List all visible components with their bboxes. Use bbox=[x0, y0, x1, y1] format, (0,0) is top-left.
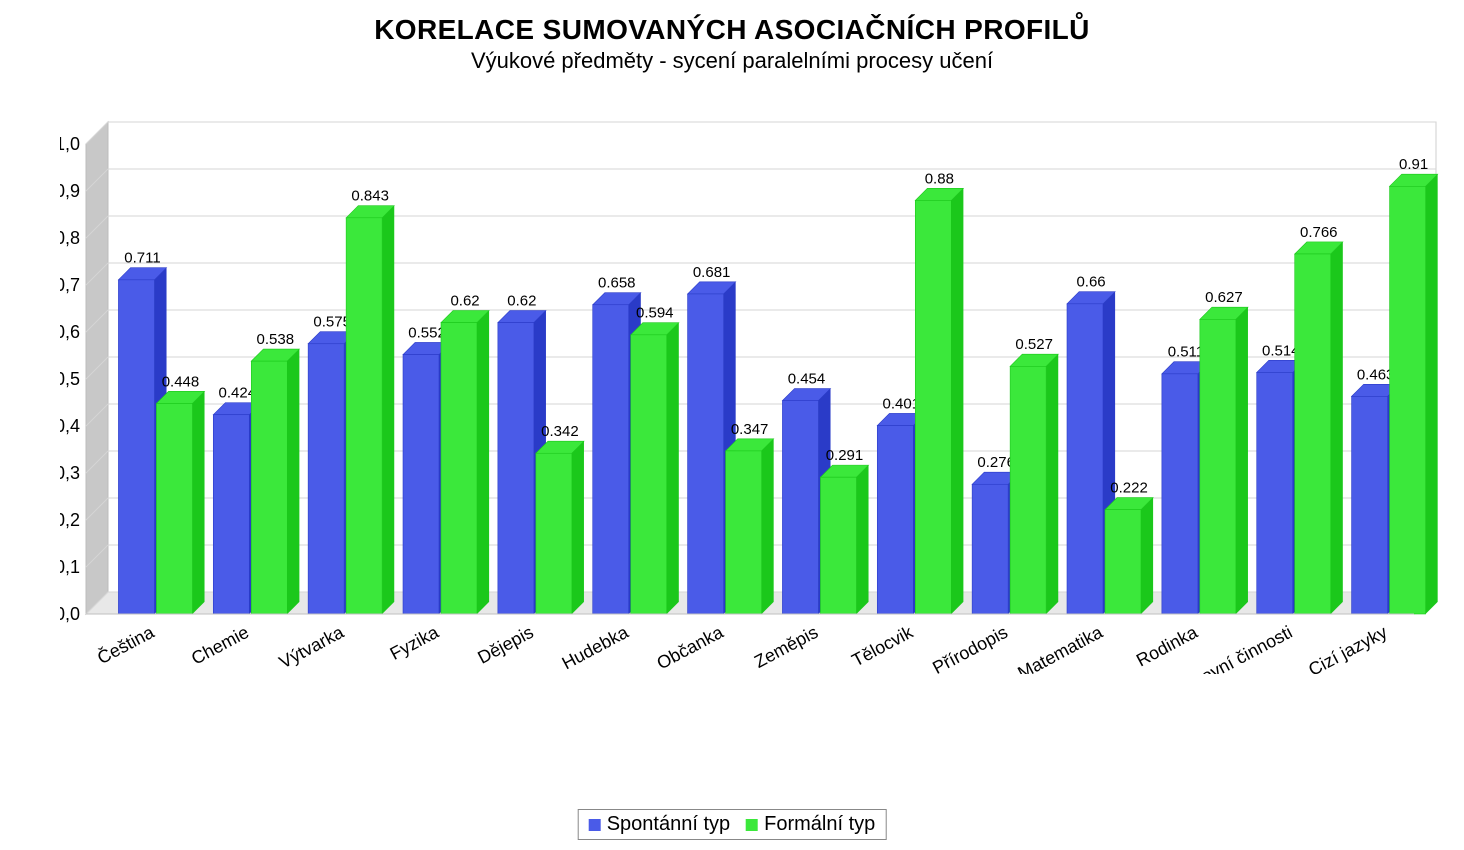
x-tick-label: Chemie bbox=[188, 622, 252, 669]
bar-value-label: 0.291 bbox=[826, 447, 864, 464]
x-tick-label: Občanka bbox=[653, 621, 727, 673]
bar-value-label: 0.62 bbox=[507, 293, 536, 310]
y-tick: 0,6 bbox=[60, 322, 80, 342]
bar-value-label: 0.575 bbox=[313, 314, 351, 331]
bar-value-label: 0.62 bbox=[450, 293, 479, 310]
bar-value-label: 0.627 bbox=[1205, 289, 1243, 306]
bar-value-label: 0.454 bbox=[788, 371, 826, 388]
x-tick-label: Fyzika bbox=[387, 621, 443, 664]
x-tick-label: Rodinka bbox=[1133, 621, 1202, 670]
x-tick-label: Zeměpis bbox=[751, 622, 821, 672]
y-tick: 0,7 bbox=[60, 275, 80, 295]
bar-value-label: 0.88 bbox=[925, 170, 954, 187]
bar-value-label: 0.527 bbox=[1015, 336, 1053, 353]
bar-value-label: 0.843 bbox=[351, 188, 389, 205]
bar-value-label: 0.711 bbox=[124, 250, 160, 267]
x-tick-label: Hudebka bbox=[559, 621, 633, 673]
chart-subtitle: Výukové předměty - sycení paralelními pr… bbox=[0, 48, 1464, 74]
chart-legend: Spontánní typ Formální typ bbox=[578, 809, 887, 840]
x-tick-label: Výtvarka bbox=[276, 621, 348, 672]
bar-value-label: 0.511 bbox=[1168, 344, 1204, 361]
x-tick-label: Dějepis bbox=[474, 622, 536, 668]
legend-label-formalni: Formální typ bbox=[764, 813, 875, 836]
bar-value-label: 0.463 bbox=[1357, 366, 1395, 383]
bar-value-label: 0.514 bbox=[1262, 342, 1300, 359]
x-tick-label: Tělocvik bbox=[848, 621, 917, 670]
chart-title: KORELACE SUMOVANÝCH ASOCIAČNÍCH PROFILŮ bbox=[0, 0, 1464, 46]
bar-value-label: 0.538 bbox=[257, 331, 295, 348]
bar-value-label: 0.401 bbox=[883, 395, 921, 412]
y-tick: 0,2 bbox=[60, 510, 80, 530]
bar-value-label: 0.276 bbox=[977, 454, 1015, 471]
bar-value-label: 0.424 bbox=[219, 385, 257, 402]
x-tick-label: Cizí jazyky bbox=[1305, 622, 1390, 674]
y-tick: 0,0 bbox=[60, 604, 80, 624]
bar-value-label: 0.91 bbox=[1399, 156, 1428, 173]
legend-swatch-spontanni bbox=[589, 819, 601, 831]
bar-value-label: 0.552 bbox=[408, 324, 446, 341]
bar-value-label: 0.342 bbox=[541, 423, 579, 440]
bar-value-label: 0.448 bbox=[162, 373, 200, 390]
y-tick: 0,5 bbox=[60, 369, 80, 389]
legend-label-spontanni: Spontánní typ bbox=[607, 813, 730, 836]
y-tick: 1,0 bbox=[60, 134, 80, 154]
bar-value-label: 0.222 bbox=[1110, 480, 1148, 497]
y-tick: 0,4 bbox=[60, 416, 80, 436]
y-tick: 0,1 bbox=[60, 557, 80, 577]
y-tick: 0,9 bbox=[60, 181, 80, 201]
bar-value-label: 0.66 bbox=[1076, 274, 1105, 291]
y-tick: 0,3 bbox=[60, 463, 80, 483]
legend-swatch-formalni bbox=[746, 819, 758, 831]
x-tick-label: Čeština bbox=[94, 621, 159, 669]
chart-plot-area: 0,0 0,1 0,2 0,3 0,4 0,5 0,6 0,7 0,8 0,9 1,0 0.711 0.… bbox=[60, 104, 1440, 674]
bar-value-label: 0.766 bbox=[1300, 224, 1338, 241]
bar-value-label: 0.594 bbox=[636, 305, 674, 322]
x-tick-label: Matematika bbox=[1014, 621, 1106, 674]
bar-value-label: 0.681 bbox=[693, 264, 731, 281]
bar-value-label: 0.658 bbox=[598, 275, 636, 292]
y-tick: 0,8 bbox=[60, 228, 80, 248]
bar-value-label: 0.347 bbox=[731, 421, 769, 438]
x-tick-label: Přírodopis bbox=[929, 622, 1011, 674]
